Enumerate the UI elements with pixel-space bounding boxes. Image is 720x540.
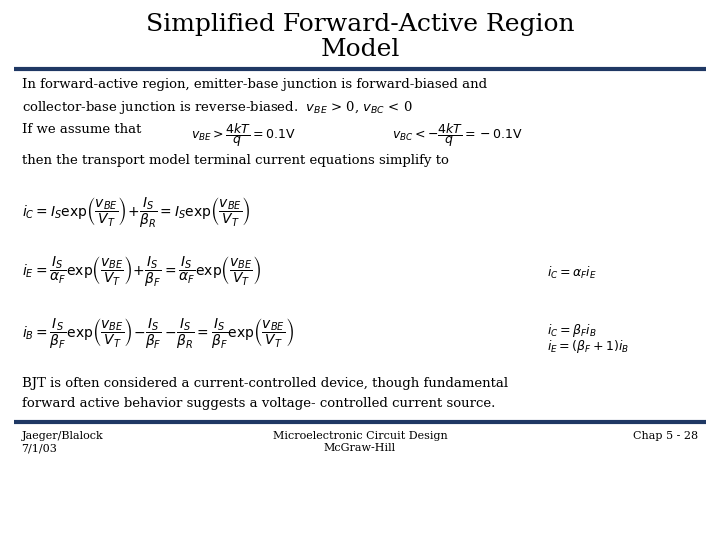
Text: If we assume that: If we assume that: [22, 123, 141, 136]
Text: BJT is often considered a current-controlled device, though fundamental: BJT is often considered a current-contro…: [22, 377, 508, 390]
Text: In forward-active region, emitter-base junction is forward-biased and: In forward-active region, emitter-base j…: [22, 78, 487, 91]
Text: collector-base junction is reverse-biased.  $v_{BE}$ > 0, $v_{BC}$ < 0: collector-base junction is reverse-biase…: [22, 99, 413, 116]
Text: Microelectronic Circuit Design
McGraw-Hill: Microelectronic Circuit Design McGraw-Hi…: [273, 431, 447, 453]
Text: forward active behavior suggests a voltage- controlled current source.: forward active behavior suggests a volta…: [22, 397, 495, 410]
Text: Chap 5 - 28: Chap 5 - 28: [634, 431, 698, 442]
Text: then the transport model terminal current equations simplify to: then the transport model terminal curren…: [22, 154, 449, 167]
Text: Model: Model: [320, 38, 400, 61]
Text: Simplified Forward-Active Region: Simplified Forward-Active Region: [145, 14, 575, 37]
Text: $i_C = \beta_F i_B$: $i_C = \beta_F i_B$: [547, 322, 597, 339]
Text: $i_E = \dfrac{I_S}{\alpha_F}\exp\!\left(\dfrac{v_{BE}}{V_T}\right)\! +\! \dfrac{: $i_E = \dfrac{I_S}{\alpha_F}\exp\!\left(…: [22, 254, 261, 289]
Text: Jaeger/Blalock
7/1/03: Jaeger/Blalock 7/1/03: [22, 431, 104, 453]
Text: $i_C = I_S\exp\!\left(\dfrac{v_{BE}}{V_T}\right)\! +\! \dfrac{I_S}{\beta_R} = I_: $i_C = I_S\exp\!\left(\dfrac{v_{BE}}{V_T…: [22, 195, 251, 230]
Text: $v_{BC} < -\dfrac{4kT}{q} = -0.1\mathrm{V}$: $v_{BC} < -\dfrac{4kT}{q} = -0.1\mathrm{…: [392, 122, 523, 150]
Text: $i_B = \dfrac{I_S}{\beta_F}\exp\!\left(\dfrac{v_{BE}}{V_T}\right)\! -\! \dfrac{I: $i_B = \dfrac{I_S}{\beta_F}\exp\!\left(\…: [22, 316, 294, 351]
Text: $v_{BE} > \dfrac{4kT}{q} = 0.1\mathrm{V}$: $v_{BE} > \dfrac{4kT}{q} = 0.1\mathrm{V}…: [191, 122, 295, 150]
Text: $i_E = (\beta_F + 1)i_B$: $i_E = (\beta_F + 1)i_B$: [547, 338, 629, 355]
Text: $i_C = \alpha_F i_E$: $i_C = \alpha_F i_E$: [547, 265, 597, 281]
